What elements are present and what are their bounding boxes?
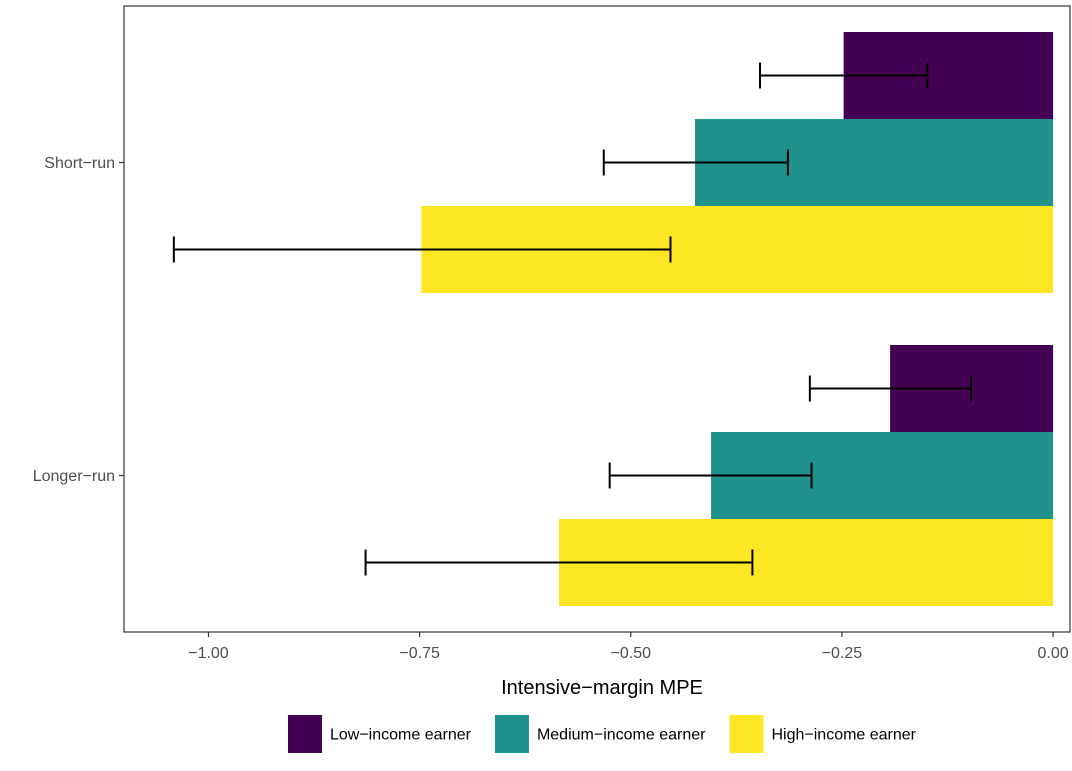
x-tick-label: −0.25 xyxy=(822,645,863,662)
legend-label: Low−income earner xyxy=(330,727,472,744)
errorbars-layer xyxy=(172,62,973,576)
x-tick-label: −0.75 xyxy=(399,645,440,662)
legend: Low−income earner Medium−income earner Hig… xyxy=(287,715,917,753)
x-tick-label: −1.00 xyxy=(188,645,229,662)
legend-key xyxy=(729,715,764,753)
legend-label: High−income earner xyxy=(771,727,916,744)
x-axis: −1.00 −0.75 −0.50 −0.25 0.00 xyxy=(188,632,1069,662)
legend-item: Medium−income earner xyxy=(494,715,706,753)
bars-layer xyxy=(421,32,1054,606)
plot-panel-border xyxy=(123,5,1071,633)
x-axis-title: Intensive−margin MPE xyxy=(501,677,703,699)
x-tick-label: −0.50 xyxy=(611,645,652,662)
legend-key xyxy=(494,715,529,753)
legend-item: Low−income earner xyxy=(287,715,472,753)
legend-label: Medium−income earner xyxy=(537,727,706,744)
legend-item: High−income earner xyxy=(729,715,917,753)
y-tick-label: Short−run xyxy=(44,155,115,172)
y-axis: Short−run Longer−run xyxy=(33,155,124,485)
y-tick-label: Longer−run xyxy=(33,468,115,485)
x-tick-label: 0.00 xyxy=(1038,645,1069,662)
legend-key xyxy=(287,715,322,753)
